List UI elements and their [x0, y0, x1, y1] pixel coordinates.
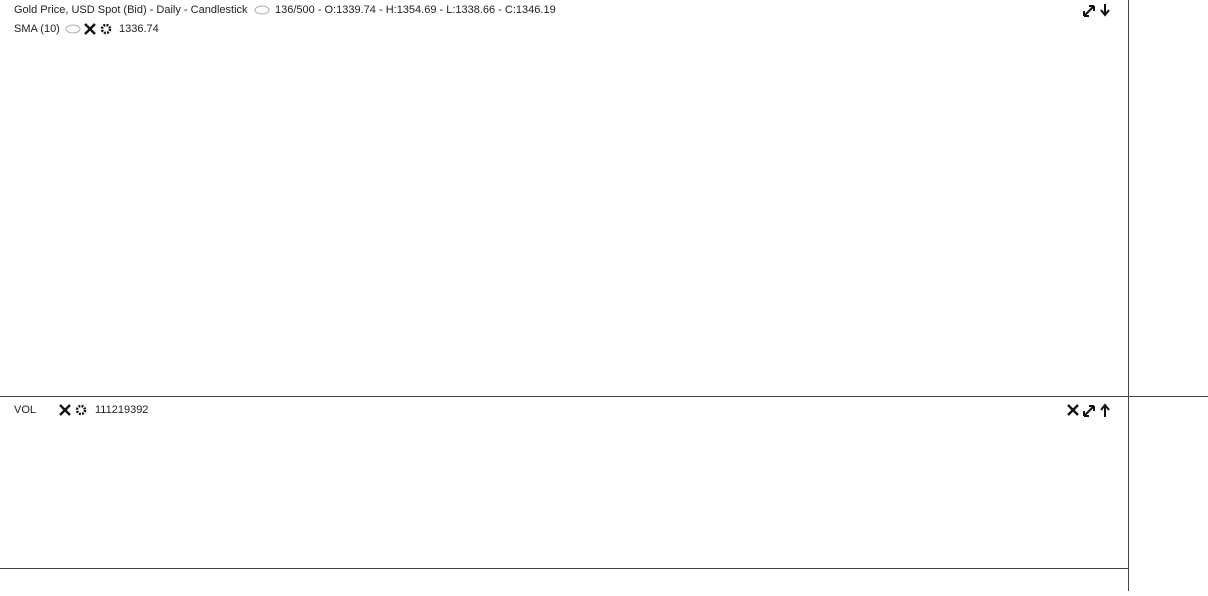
vol-last-value: 111219392 — [95, 404, 148, 416]
remove-icon[interactable] — [1067, 404, 1079, 416]
eye-icon[interactable] — [254, 5, 270, 15]
chart-title: Gold Price, USD Spot (Bid) - Daily - Can… — [14, 4, 248, 16]
maximize-icon[interactable] — [1083, 5, 1095, 17]
remove-icon[interactable] — [59, 404, 71, 416]
settings-icon[interactable] — [75, 404, 87, 416]
ohlc-info: 136/500 - O:1339.74 - H:1354.69 - L:1338… — [275, 4, 556, 16]
move-down-icon[interactable] — [1100, 4, 1110, 17]
move-up-icon[interactable] — [1100, 403, 1110, 417]
sma-last-value: 1336.74 — [119, 23, 159, 35]
maximize-icon[interactable] — [1083, 405, 1095, 417]
sma-legend: SMA (10) — [14, 23, 60, 35]
settings-icon[interactable] — [100, 23, 112, 35]
remove-icon[interactable] — [84, 23, 96, 35]
eye-icon[interactable] — [65, 24, 81, 34]
vol-legend: VOL — [14, 404, 36, 416]
